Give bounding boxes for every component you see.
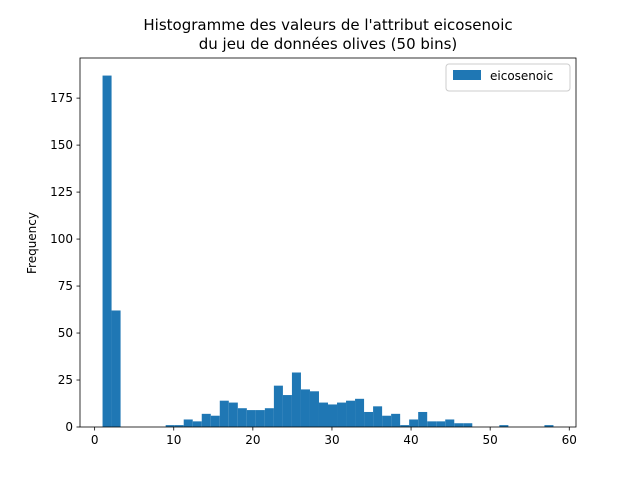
histogram-bar [183, 419, 193, 427]
y-tick-label: 50 [58, 326, 73, 340]
legend: eicosenoic [445, 63, 571, 92]
y-tick-label: 100 [50, 232, 73, 246]
histogram-bar [291, 372, 301, 427]
histogram-bar [382, 415, 392, 427]
y-tick-label: 75 [58, 279, 73, 293]
histogram-bar [201, 413, 211, 427]
histogram-bar [373, 406, 383, 427]
x-axis-ticks: 0 10 20 30 40 50 60 [91, 427, 577, 447]
histogram-bar [391, 413, 401, 427]
histogram-bar [102, 75, 112, 427]
histogram-bar [111, 310, 121, 427]
histogram-bar [454, 423, 464, 427]
y-tick-label: 25 [58, 373, 73, 387]
x-tick-label: 20 [245, 433, 260, 447]
histogram-bar [409, 419, 419, 427]
chart-title-line-1: Histogramme des valeurs de l'attribut ei… [143, 16, 512, 34]
histogram-bar [237, 408, 247, 427]
y-tick-label: 150 [50, 138, 73, 152]
histogram-bars [102, 75, 554, 427]
histogram-bar [219, 400, 229, 427]
histogram-bar [282, 395, 292, 427]
histogram-bar [328, 404, 338, 427]
histogram-bar [346, 400, 356, 427]
histogram-bar [337, 402, 347, 427]
histogram-bar [264, 408, 274, 427]
y-axis-ticks: 0 25 50 75 100 125 150 175 [50, 91, 80, 434]
legend-swatch [453, 70, 481, 80]
x-tick-label: 60 [562, 433, 577, 447]
histogram-bar [436, 421, 446, 427]
x-tick-label: 30 [324, 433, 339, 447]
x-tick-label: 40 [403, 433, 418, 447]
plot-frame [79, 57, 577, 428]
histogram-bar [364, 411, 374, 427]
histogram-bar [192, 421, 202, 427]
chart-title-line-2: du jeu de données olives (50 bins) [199, 35, 458, 53]
histogram-bar [255, 410, 265, 427]
x-tick-label: 10 [166, 433, 181, 447]
y-tick-label: 0 [65, 420, 73, 434]
histogram-bar [355, 398, 365, 427]
y-tick-label: 175 [50, 91, 73, 105]
x-tick-label: 50 [483, 433, 498, 447]
y-axis-label: Frequency [25, 212, 39, 274]
histogram-bar [418, 411, 428, 427]
histogram-bar [400, 425, 410, 427]
histogram-bar [499, 425, 509, 427]
histogram-bar [544, 425, 554, 427]
histogram-bar [427, 421, 437, 427]
histogram-bar [228, 402, 238, 427]
histogram-bar [463, 423, 473, 427]
histogram-bar [273, 385, 283, 427]
histogram-bar [309, 391, 319, 427]
histogram-bar [165, 425, 175, 427]
histogram-bar [445, 419, 455, 427]
histogram-bar [318, 402, 328, 427]
x-tick-label: 0 [91, 433, 99, 447]
histogram-bar [300, 389, 310, 427]
histogram-bar [174, 425, 184, 427]
legend-label-eicosenoic: eicosenoic [490, 69, 553, 83]
histogram-bar [246, 410, 256, 427]
histogram-bar [210, 415, 220, 427]
y-tick-label: 125 [50, 185, 73, 199]
